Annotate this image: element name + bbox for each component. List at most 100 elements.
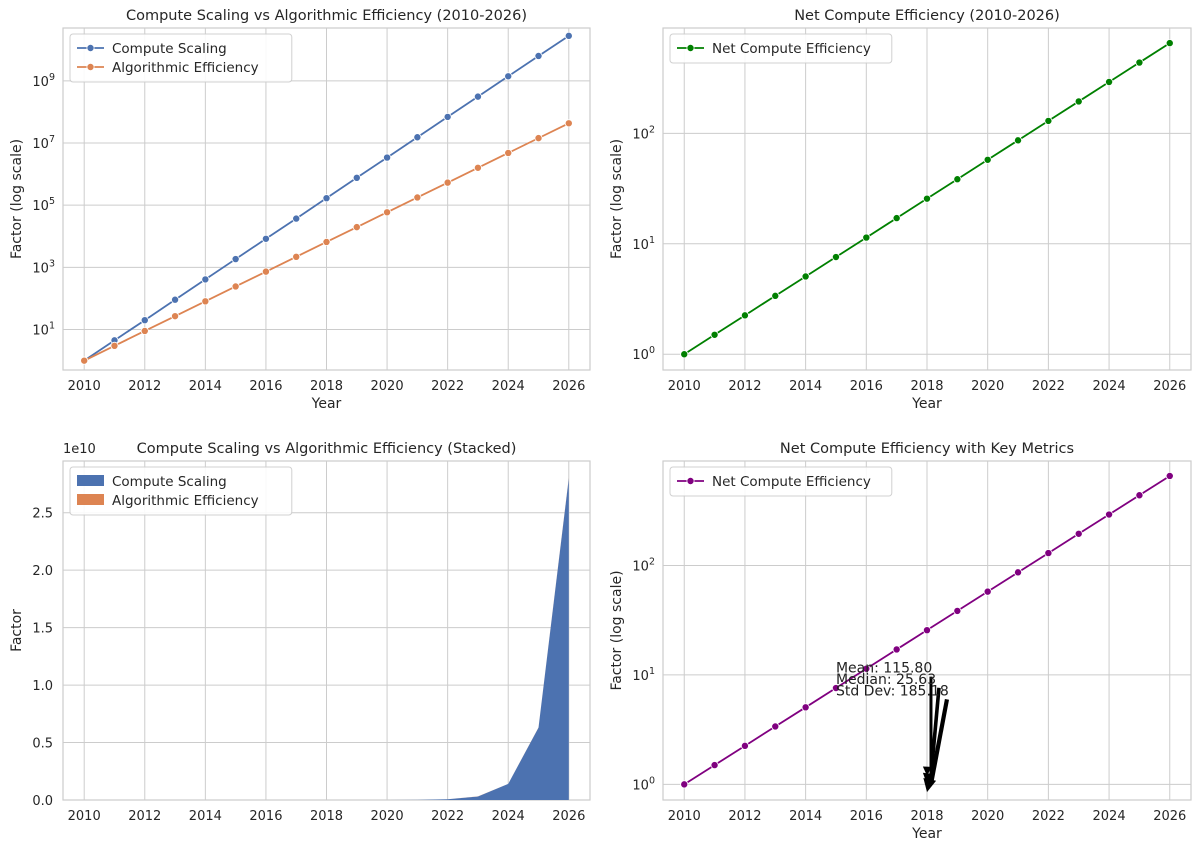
data-point-net-compute-efficiency bbox=[1074, 97, 1083, 106]
annotation-text: Std Dev: 185.18 bbox=[836, 683, 949, 699]
x-tick-label: 2026 bbox=[1153, 379, 1186, 394]
legend bbox=[669, 466, 893, 497]
data-point-net-compute-efficiency bbox=[1105, 77, 1114, 86]
annotation-arrow bbox=[929, 687, 941, 777]
annotation-text: Median: 25.63 bbox=[836, 672, 936, 688]
data-point-net-compute-efficiency bbox=[922, 194, 931, 203]
data-point-compute-scaling bbox=[504, 72, 513, 81]
x-tick-label: 2016 bbox=[850, 809, 883, 824]
x-tick-label: 2020 bbox=[371, 379, 404, 394]
x-tick-label: 2014 bbox=[789, 379, 822, 394]
data-point-compute-scaling bbox=[534, 51, 543, 60]
x-tick-label: 2016 bbox=[249, 379, 282, 394]
x-tick-label: 2022 bbox=[431, 809, 464, 824]
data-point-net-compute-efficiency bbox=[1014, 136, 1023, 145]
data-point-net-compute-efficiency bbox=[862, 664, 871, 673]
data-point-net-compute-efficiency bbox=[831, 253, 840, 262]
x-tick-label: 2014 bbox=[189, 809, 222, 824]
data-point-compute-scaling bbox=[443, 112, 452, 121]
x-tick-label: 2024 bbox=[1093, 379, 1126, 394]
y-tick-label: 2.0 bbox=[32, 564, 53, 579]
data-point-net-compute-efficiency bbox=[740, 311, 749, 320]
y-tick-label: 1.0 bbox=[32, 679, 53, 694]
data-point-algorithmic-efficiency bbox=[80, 356, 89, 365]
data-point-net-compute-efficiency bbox=[953, 175, 962, 184]
area-compute-scaling bbox=[84, 478, 569, 800]
x-tick-label: 2024 bbox=[492, 809, 525, 824]
legend bbox=[69, 466, 293, 516]
x-tick-label: 2018 bbox=[910, 379, 943, 394]
y-tick-label: 101 bbox=[32, 321, 55, 339]
y-tick-label: 1.5 bbox=[32, 622, 53, 637]
legend-marker-net-compute-efficiency bbox=[686, 477, 695, 486]
data-point-net-compute-efficiency bbox=[1165, 39, 1174, 48]
x-axis-label: Year bbox=[311, 396, 342, 412]
y-axis-label: Factor (log scale) bbox=[9, 139, 25, 259]
x-tick-label: 2024 bbox=[492, 379, 525, 394]
x-tick-label: 2026 bbox=[552, 379, 585, 394]
annotation-arrowhead bbox=[922, 766, 932, 776]
data-point-net-compute-efficiency bbox=[680, 780, 689, 789]
data-point-net-compute-efficiency bbox=[771, 722, 780, 731]
x-tick-label: 2016 bbox=[249, 809, 282, 824]
y-tick-label: 107 bbox=[32, 134, 55, 152]
data-point-compute-scaling bbox=[140, 316, 149, 325]
data-point-net-compute-efficiency bbox=[892, 214, 901, 223]
legend-swatch-algorithmic-efficiency bbox=[77, 494, 104, 505]
data-point-algorithmic-efficiency bbox=[564, 119, 573, 128]
plot-frame bbox=[62, 27, 591, 371]
data-point-net-compute-efficiency bbox=[801, 703, 810, 712]
data-point-compute-scaling bbox=[171, 295, 180, 304]
x-tick-label: 2024 bbox=[1093, 809, 1126, 824]
data-point-net-compute-efficiency bbox=[710, 330, 719, 339]
x-tick-label: 2020 bbox=[971, 379, 1004, 394]
x-tick-label: 2014 bbox=[789, 809, 822, 824]
data-point-net-compute-efficiency bbox=[1105, 510, 1114, 519]
data-point-algorithmic-efficiency bbox=[171, 312, 180, 321]
data-point-net-compute-efficiency bbox=[1044, 116, 1053, 125]
legend-marker-net-compute-efficiency bbox=[686, 44, 695, 53]
data-point-compute-scaling bbox=[261, 234, 270, 243]
y-tick-label: 103 bbox=[32, 258, 55, 276]
chart-title: Net Compute Efficiency (2010-2026) bbox=[794, 8, 1060, 24]
legend-label-algorithmic-efficiency: Algorithmic Efficiency bbox=[112, 60, 259, 76]
data-point-net-compute-efficiency bbox=[1165, 471, 1174, 480]
legend bbox=[69, 33, 293, 83]
data-point-compute-scaling bbox=[564, 31, 573, 40]
data-point-compute-scaling bbox=[292, 214, 301, 223]
data-point-algorithmic-efficiency bbox=[443, 178, 452, 187]
x-axis-label: Year bbox=[911, 826, 942, 842]
x-tick-label: 2026 bbox=[1153, 809, 1186, 824]
y-axis-label: Factor (log scale) bbox=[609, 570, 625, 690]
data-point-compute-scaling bbox=[383, 153, 392, 162]
x-tick-label: 2012 bbox=[128, 809, 161, 824]
legend bbox=[669, 33, 893, 64]
data-point-algorithmic-efficiency bbox=[473, 163, 482, 172]
data-point-net-compute-efficiency bbox=[680, 350, 689, 359]
x-tick-label: 2018 bbox=[910, 809, 943, 824]
x-tick-label: 2016 bbox=[850, 379, 883, 394]
data-point-algorithmic-efficiency bbox=[352, 223, 361, 232]
x-tick-label: 2026 bbox=[552, 809, 585, 824]
data-point-net-compute-efficiency bbox=[1014, 568, 1023, 577]
x-tick-label: 2018 bbox=[310, 379, 343, 394]
y-tick-label: 100 bbox=[632, 775, 655, 793]
y-tick-label: 105 bbox=[32, 196, 55, 214]
data-point-algorithmic-efficiency bbox=[413, 193, 422, 202]
data-point-net-compute-efficiency bbox=[862, 233, 871, 242]
chart-title: Compute Scaling vs Algorithmic Efficienc… bbox=[126, 8, 527, 24]
y-tick-label: 100 bbox=[632, 345, 655, 363]
x-tick-label: 2012 bbox=[728, 379, 761, 394]
data-point-net-compute-efficiency bbox=[1135, 491, 1144, 500]
data-point-compute-scaling bbox=[352, 173, 361, 182]
y-tick-label: 102 bbox=[632, 124, 655, 142]
x-tick-label: 2020 bbox=[971, 809, 1004, 824]
x-tick-label: 2022 bbox=[1032, 809, 1065, 824]
x-tick-label: 2012 bbox=[128, 379, 161, 394]
data-point-compute-scaling bbox=[413, 133, 422, 142]
annotation-arrow bbox=[928, 699, 950, 785]
data-point-algorithmic-efficiency bbox=[292, 252, 301, 261]
data-point-algorithmic-efficiency bbox=[504, 148, 513, 157]
data-point-net-compute-efficiency bbox=[892, 645, 901, 654]
legend-marker-algorithmic-efficiency bbox=[86, 63, 95, 72]
